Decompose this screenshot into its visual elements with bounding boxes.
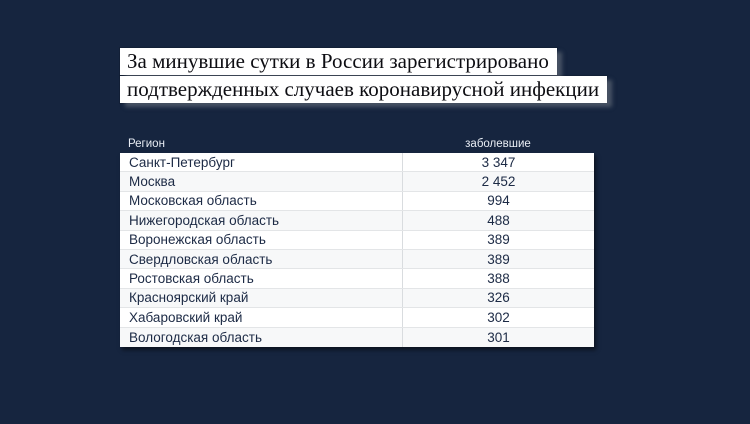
region-cell: Москва [129,174,176,190]
region-cell: Хабаровский край [129,309,243,325]
region-cell: Московская область [129,193,257,209]
table-row: Москва 2 452 [120,172,594,192]
region-cell: Красноярский край [129,290,249,306]
table-row: Красноярский край 326 [120,288,594,309]
cases-cell: 389 [402,230,594,249]
headline-line-2: подтвержденных случаев коронавирусной ин… [120,76,608,103]
table-row: Хабаровский край 302 [120,308,594,328]
cases-cell: 994 [402,191,594,211]
region-cell: Вологодская область [129,329,262,345]
table-row: Московская область 994 [120,191,594,212]
region-cell: Воронежская область [129,232,266,248]
table-row: Ростовская область 388 [120,269,594,289]
cases-cell: 488 [402,211,594,230]
column-header-cases: заболевшие [465,137,531,150]
cases-cell: 2 452 [402,172,594,191]
cases-cell: 301 [402,327,594,347]
region-cell: Ростовская область [129,271,254,287]
table-row: Санкт-Петербург 3 347 [120,153,594,173]
table-row: Воронежская область 389 [120,230,594,250]
column-header-region: Регион [128,137,165,150]
cases-cell: 326 [402,288,594,308]
cases-cell: 302 [402,308,594,327]
cases-cell: 389 [402,249,594,269]
region-cell: Нижегородская область [129,212,280,228]
region-cell: Санкт-Петербург [129,154,235,170]
table-row: Свердловская область 389 [120,249,594,270]
cases-cell: 3 347 [402,153,594,172]
table-row: Нижегородская область 488 [120,211,594,231]
headline: За минувшие сутки в России зарегистриров… [120,48,608,104]
region-cell: Свердловская область [129,251,273,267]
cases-table: Санкт-Петербург 3 347 Москва 2 452 Моско… [120,153,594,347]
table-column-headers: Регион заболевшие [120,134,594,153]
cases-cell: 388 [402,269,594,288]
headline-line-1: За минувшие сутки в России зарегистриров… [120,48,557,75]
table-row: Вологодская область 301 [120,327,594,347]
